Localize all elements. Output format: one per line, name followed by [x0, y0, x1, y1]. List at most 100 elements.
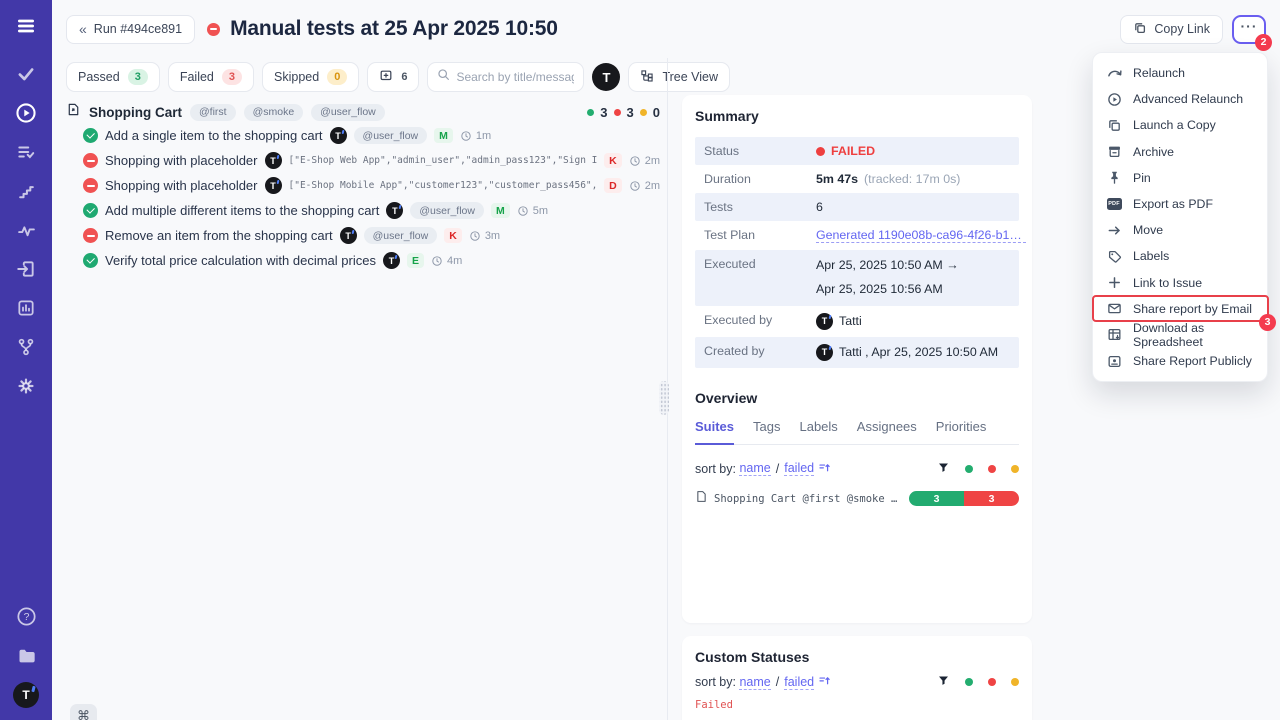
- menu-item-label: Share report by Email: [1133, 301, 1252, 316]
- help-icon[interactable]: ?: [14, 604, 38, 628]
- filter-skipped-chip[interactable]: Skipped 0: [262, 62, 360, 92]
- back-to-run-button[interactable]: « Run #494ce891: [66, 14, 196, 44]
- test-row[interactable]: Remove an item from the shopping cart T …: [66, 223, 660, 248]
- menu-item-move[interactable]: Move: [1093, 217, 1267, 243]
- runs-nav-icon[interactable]: [14, 101, 38, 125]
- test-tag[interactable]: @user_flow: [353, 127, 428, 144]
- command-key-shortcut[interactable]: ⌘: [70, 704, 97, 720]
- duration-text: 4m: [446, 254, 463, 267]
- sort-direction-icon[interactable]: [818, 461, 831, 477]
- clock-icon: [470, 230, 480, 241]
- passed-status-icon: [83, 128, 98, 143]
- sort-by-failed-link[interactable]: failed: [784, 461, 815, 477]
- filter-failed-chip[interactable]: Failed 3: [167, 62, 254, 92]
- menu-item-pin[interactable]: Pin: [1093, 165, 1267, 191]
- menu-item-share-report-by-email[interactable]: Share report by Email 3: [1092, 295, 1276, 331]
- suite-tag[interactable]: @first: [190, 103, 236, 121]
- avatar-accent: [341, 129, 345, 134]
- tab-tags[interactable]: Tags: [753, 418, 781, 434]
- archive-icon: [1106, 144, 1122, 160]
- hamburger-menu-icon[interactable]: [14, 14, 38, 38]
- search-input[interactable]: [456, 70, 575, 84]
- legend-failed-dot[interactable]: [988, 464, 996, 473]
- test-row[interactable]: Shopping with placeholder T ["E-Shop Mob…: [66, 173, 660, 198]
- custom-status-row-clipped[interactable]: Failed: [695, 699, 1019, 711]
- settings-gear-icon[interactable]: [14, 374, 38, 398]
- pulse-nav-icon[interactable]: [14, 218, 38, 242]
- avatar-accent: [276, 154, 280, 159]
- comments-filter-chip[interactable]: 6: [367, 62, 420, 92]
- sort-direction-icon[interactable]: [818, 674, 831, 690]
- clock-icon: [630, 180, 640, 191]
- menu-item-share-report-publicly[interactable]: Share Report Publicly: [1093, 348, 1267, 374]
- menu-item-export-as-pdf[interactable]: PDF Export as PDF: [1093, 191, 1267, 217]
- duration-text: 3m: [484, 229, 501, 242]
- filter-passed-chip[interactable]: Passed 3: [66, 62, 160, 92]
- import-nav-icon[interactable]: [14, 257, 38, 281]
- tab-labels[interactable]: Labels: [799, 418, 838, 434]
- test-row[interactable]: Add a single item to the shopping cart T…: [66, 123, 660, 148]
- legend-passed-dot[interactable]: [965, 678, 973, 686]
- suite-header-row[interactable]: Shopping Cart @first @smoke @user_flow 3…: [66, 101, 660, 123]
- user-avatar[interactable]: T: [13, 682, 39, 708]
- back-chevrons-icon: «: [79, 21, 87, 37]
- filter-funnel-icon[interactable]: [937, 461, 950, 477]
- test-row[interactable]: Add multiple different items to the shop…: [66, 198, 660, 223]
- menu-item-label: Export as PDF: [1133, 197, 1213, 212]
- tab-priorities[interactable]: Priorities: [935, 418, 987, 434]
- priority-badge: M: [490, 203, 510, 218]
- menu-item-archive[interactable]: Archive: [1093, 139, 1267, 165]
- projects-folder-icon[interactable]: [14, 643, 38, 667]
- duration-text: 1m: [475, 129, 492, 142]
- copy-link-button[interactable]: Copy Link: [1120, 14, 1223, 44]
- failed-filter-label: Failed: [179, 70, 214, 84]
- more-actions-button[interactable]: ···: [1232, 14, 1266, 44]
- executed-to: Apr 25, 2025 10:56 AM: [816, 281, 943, 296]
- menu-item-relaunch[interactable]: Relaunch: [1093, 60, 1267, 86]
- test-plans-nav-icon[interactable]: [14, 140, 38, 164]
- comments-count: 6: [401, 71, 408, 83]
- menu-item-launch-a-copy[interactable]: Launch a Copy: [1093, 112, 1267, 138]
- menu-item-download-as-spreadsheet[interactable]: Download as Spreadsheet: [1093, 321, 1267, 349]
- test-row[interactable]: Verify total price calculation with deci…: [66, 248, 660, 273]
- test-duration: 1m: [460, 130, 491, 142]
- tab-suites[interactable]: Suites: [695, 419, 735, 445]
- failed-dot-icon: [613, 108, 621, 116]
- menu-item-link-to-issue[interactable]: Link to Issue: [1093, 270, 1267, 296]
- suite-tag[interactable]: @smoke: [243, 103, 304, 121]
- app-logo-icon[interactable]: T: [592, 63, 621, 91]
- test-duration: 4m: [431, 255, 462, 267]
- assignee-avatar: T: [339, 227, 357, 244]
- reports-nav-icon[interactable]: [14, 296, 38, 320]
- tab-assignees[interactable]: Assignees: [856, 418, 917, 434]
- summary-heading: Summary: [695, 108, 759, 124]
- menu-item-advanced-relaunch[interactable]: Advanced Relaunch: [1093, 86, 1267, 112]
- menu-item-labels[interactable]: Labels: [1093, 243, 1267, 269]
- legend-passed-dot[interactable]: [965, 464, 973, 473]
- panel-resize-handle[interactable]: [659, 381, 669, 415]
- branches-nav-icon[interactable]: [14, 335, 38, 359]
- checks-nav-icon[interactable]: [14, 62, 38, 86]
- overview-suite-row[interactable]: Shopping Cart @first @smoke … 3 3: [695, 490, 1019, 508]
- filter-funnel-icon[interactable]: [937, 674, 950, 690]
- sort-by-name-link[interactable]: name: [739, 674, 771, 690]
- test-example-data: ["E-Shop Web App","admin_user","admin_pa…: [288, 155, 598, 166]
- relaunch-icon: [1106, 65, 1122, 81]
- passed-count-badge: 3: [127, 69, 148, 85]
- test-tag[interactable]: @user_flow: [363, 227, 438, 244]
- share-screen-icon: [1106, 353, 1122, 369]
- tree-view-button[interactable]: Tree View: [628, 62, 731, 92]
- test-plan-link[interactable]: Generated 1190e08b-ca96-4f26-b10f-d6dc..…: [816, 228, 1026, 243]
- sort-by-name-link[interactable]: name: [739, 461, 771, 477]
- sort-by-failed-link[interactable]: failed: [784, 674, 815, 690]
- test-title: Shopping with placeholder: [105, 178, 258, 193]
- pin-icon: [1106, 170, 1122, 186]
- test-row[interactable]: Shopping with placeholder T ["E-Shop Web…: [66, 148, 660, 173]
- legend-skipped-dot[interactable]: [1011, 678, 1019, 686]
- suite-tag[interactable]: @user_flow: [311, 103, 385, 121]
- milestones-nav-icon[interactable]: [14, 179, 38, 203]
- legend-failed-dot[interactable]: [988, 678, 996, 686]
- menu-item-label: Labels: [1133, 249, 1170, 264]
- legend-skipped-dot[interactable]: [1011, 464, 1019, 473]
- test-tag[interactable]: @user_flow: [410, 202, 484, 219]
